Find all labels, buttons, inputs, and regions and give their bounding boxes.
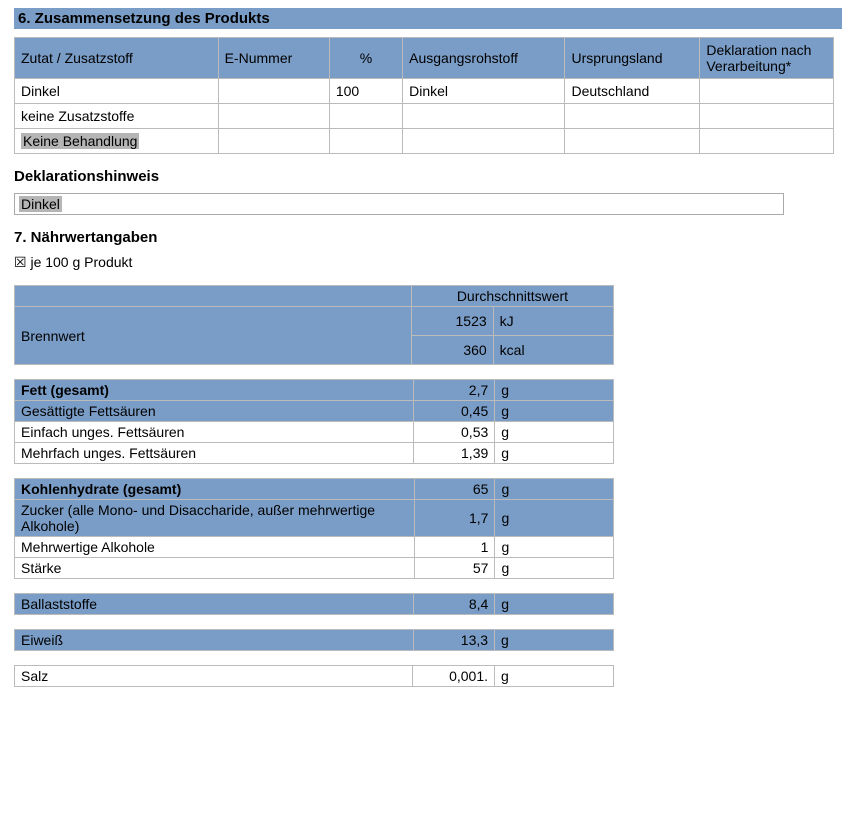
section6-title: 6. Zusammensetzung des Produkts	[14, 8, 842, 29]
brennwert-kj-unit: kJ	[493, 307, 613, 336]
durchschnitt-header: Durchschnittswert	[411, 286, 613, 307]
nutrition-row: Fett (gesamt)2,7g	[15, 380, 614, 401]
composition-table: Zutat / Zusatzstoff E-Nummer % Ausgangsr…	[14, 37, 834, 154]
per-100g-line: ☒ je 100 g Produkt	[14, 254, 842, 271]
nutrition-table: Fett (gesamt)2,7gGesättigte Fettsäuren0,…	[14, 379, 614, 464]
table-row: keine Zusatzstoffe	[15, 104, 834, 129]
brennwert-label: Brennwert	[15, 307, 412, 365]
declaration-value: Dinkel	[19, 196, 62, 212]
nutrition-row: Eiweiß13,3g	[15, 630, 614, 651]
col-origin: Ursprungsland	[565, 38, 700, 79]
table-row: Keine Behandlung	[15, 129, 834, 154]
col-enumber: E-Nummer	[218, 38, 329, 79]
col-percent: %	[329, 38, 402, 79]
declaration-box: Dinkel	[14, 193, 784, 215]
nutrition-table: Kohlenhydrate (gesamt)65gZucker (alle Mo…	[14, 478, 614, 579]
nutrition-row: Kohlenhydrate (gesamt)65g	[15, 479, 614, 500]
col-declaration: Deklaration nach Verarbeitung*	[700, 38, 834, 79]
nutrition-table: Salz0,001.g	[14, 665, 614, 687]
col-rawmaterial: Ausgangsrohstoff	[403, 38, 565, 79]
composition-header-row: Zutat / Zusatzstoff E-Nummer % Ausgangsr…	[15, 38, 834, 79]
table-row: Dinkel100DinkelDeutschland	[15, 79, 834, 104]
section7-title: 7. Nährwertangaben	[14, 229, 842, 246]
nutrition-row: Gesättigte Fettsäuren0,45g	[15, 401, 614, 422]
per-100g-label: je 100 g Produkt	[30, 254, 132, 270]
brennwert-topleft	[15, 286, 412, 307]
nutrition-table: Ballaststoffe8,4g	[14, 593, 614, 615]
nutrition-row: Stärke57g	[15, 558, 614, 579]
nutrition-table: Eiweiß13,3g	[14, 629, 614, 651]
col-ingredient: Zutat / Zusatzstoff	[15, 38, 219, 79]
nutrition-row: Zucker (alle Mono- und Disaccharide, auß…	[15, 500, 614, 537]
brennwert-kcal-unit: kcal	[493, 336, 613, 365]
checked-box-icon: ☒	[14, 254, 27, 270]
brennwert-kcal-val: 360	[411, 336, 493, 365]
nutrition-row: Einfach unges. Fettsäuren0,53g	[15, 422, 614, 443]
brennwert-table: Durchschnittswert Brennwert 1523 kJ 360 …	[14, 285, 614, 365]
brennwert-kj-val: 1523	[411, 307, 493, 336]
nutrition-row: Salz0,001.g	[15, 666, 614, 687]
nutrition-row: Mehrfach unges. Fettsäuren1,39g	[15, 443, 614, 464]
nutrition-row: Ballaststoffe8,4g	[15, 594, 614, 615]
nutrition-row: Mehrwertige Alkohole1g	[15, 537, 614, 558]
declaration-heading: Deklarationshinweis	[14, 168, 842, 185]
